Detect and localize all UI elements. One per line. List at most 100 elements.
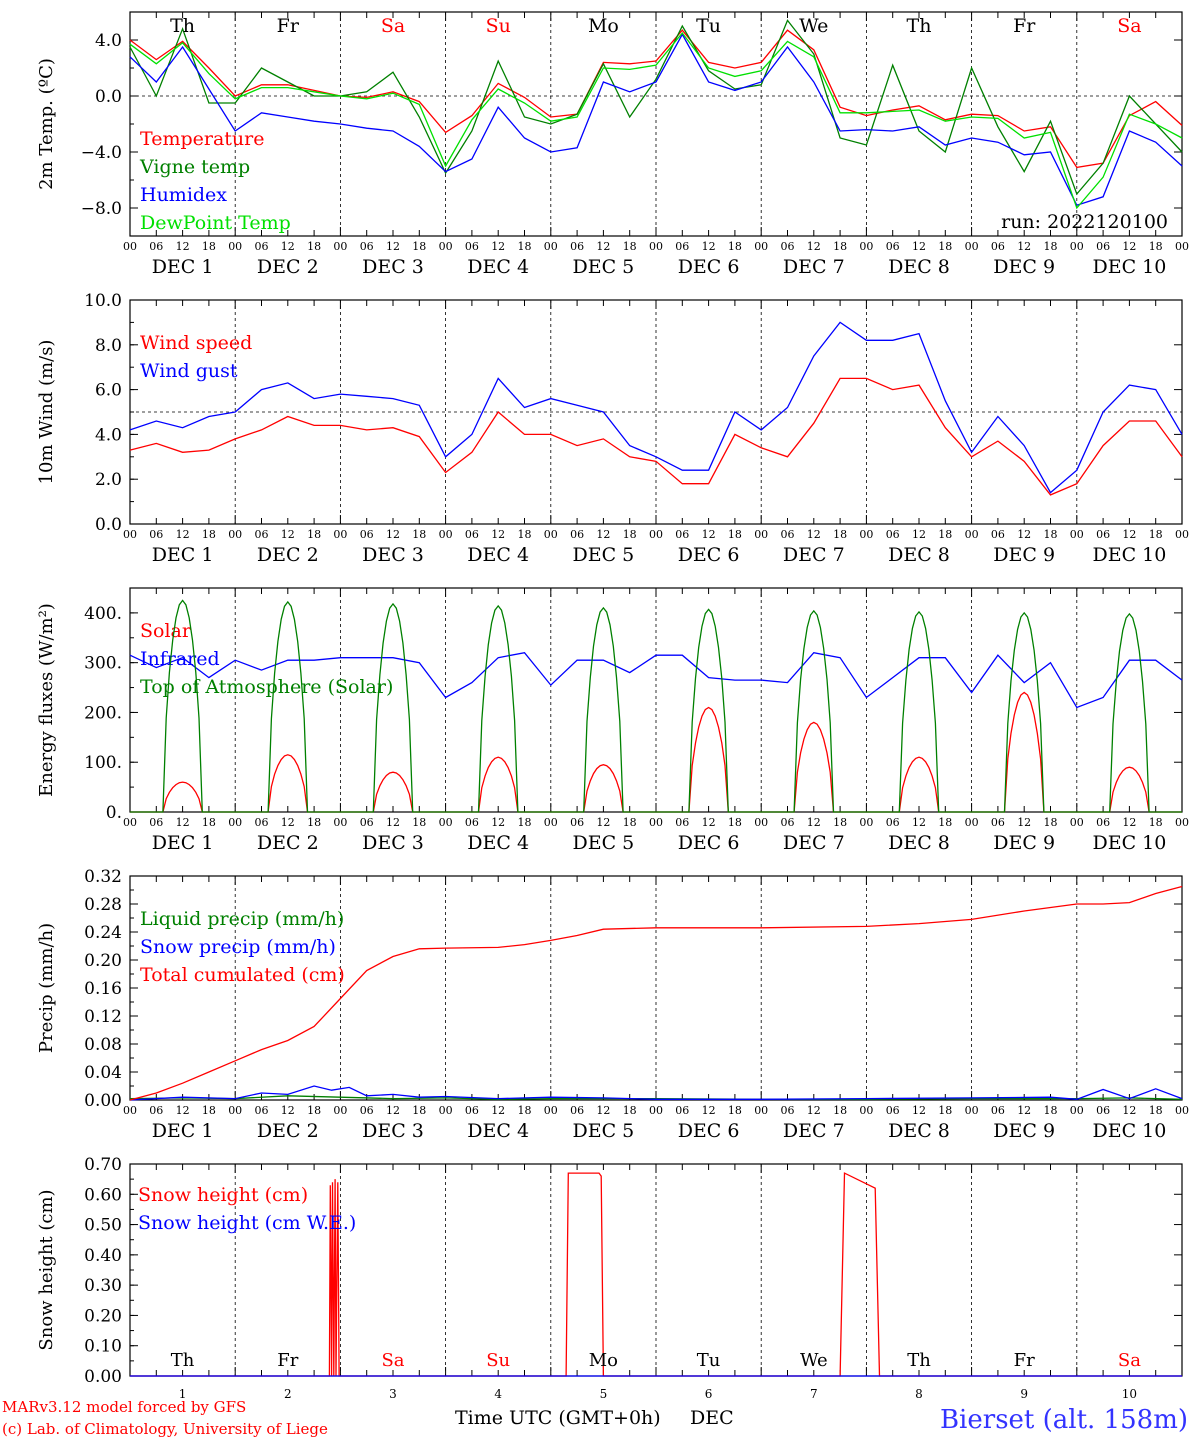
date-label: DEC 2 xyxy=(257,544,319,566)
hour-tick-label: 00 xyxy=(333,816,347,829)
hour-tick-label: 18 xyxy=(1149,816,1163,829)
date-label: DEC 4 xyxy=(467,256,529,278)
hour-tick-label: 18 xyxy=(202,240,216,253)
legend-entry: Snow height (cm W.E.) xyxy=(138,1212,356,1234)
hour-tick-label: 18 xyxy=(518,528,532,541)
date-label: DEC 6 xyxy=(678,1120,740,1142)
panel-temp: 4.0 0.0 −4.0 −8.0 2m Temp. (ºC) Temperature Vi… xyxy=(36,11,1189,278)
hour-tick-label: 18 xyxy=(307,240,321,253)
hour-tick-label: 12 xyxy=(912,528,926,541)
hour-tick-label: 18 xyxy=(307,528,321,541)
y-tick-label: 0. xyxy=(106,803,122,823)
hour-tick-label: 06 xyxy=(255,816,269,829)
hour-tick-label: 12 xyxy=(1017,816,1031,829)
y-tick-label: 0.16 xyxy=(84,979,122,999)
weekday-label: Th xyxy=(907,15,932,37)
hour-tick-label: 18 xyxy=(623,528,637,541)
hour-tick-label: 00 xyxy=(1175,528,1189,541)
weekday-label: Sa xyxy=(381,1350,404,1371)
hour-tick-label: 12 xyxy=(702,528,716,541)
weekday-label: Fr xyxy=(1013,15,1036,37)
hour-tick-label: 00 xyxy=(859,528,873,541)
hour-tick-label: 12 xyxy=(386,816,400,829)
hour-tick-label: 12 xyxy=(176,1104,190,1117)
hour-tick-label: 00 xyxy=(333,1104,347,1117)
hour-tick-label: 12 xyxy=(491,1104,505,1117)
time-axis-month: DEC xyxy=(690,1407,734,1429)
hour-tick-label: 18 xyxy=(833,816,847,829)
y-axis-label: Precip (mm/h) xyxy=(36,923,57,1053)
series-temp-3 xyxy=(129,31,1183,210)
weekday-label: Tu xyxy=(697,1350,721,1371)
y-tick-label: 10.0 xyxy=(84,291,122,311)
y-tick-label: 0.20 xyxy=(84,951,122,971)
hour-tick-label: 18 xyxy=(1044,1104,1058,1117)
date-label: DEC 2 xyxy=(257,256,319,278)
series-temp-0 xyxy=(129,29,1183,169)
hour-tick-label: 12 xyxy=(491,528,505,541)
date-label: DEC 9 xyxy=(993,832,1055,854)
hour-tick-label: 06 xyxy=(781,816,795,829)
hour-tick-label: 06 xyxy=(1096,1104,1110,1117)
legend-entry: DewPoint Temp xyxy=(140,212,291,234)
hour-tick-label: 18 xyxy=(518,1104,532,1117)
hour-tick-label: 06 xyxy=(570,1104,584,1117)
legend-entry: Top of Atmosphere (Solar) xyxy=(140,676,393,698)
series-precip-2 xyxy=(129,885,1183,1101)
date-label: DEC 10 xyxy=(1092,832,1166,854)
hour-tick-label: 18 xyxy=(728,240,742,253)
hour-tick-label: 00 xyxy=(544,240,558,253)
hour-tick-label: 00 xyxy=(439,1104,453,1117)
hour-tick-label: 12 xyxy=(702,1104,716,1117)
weekday-label: Mo xyxy=(588,15,619,37)
y-tick-label: 300. xyxy=(84,654,122,674)
hour-tick-label: 00 xyxy=(649,816,663,829)
legend-entry: Snow precip (mm/h) xyxy=(140,936,336,958)
date-label: 9 xyxy=(1020,1387,1028,1401)
hour-tick-label: 06 xyxy=(465,1104,479,1117)
date-label: DEC 8 xyxy=(888,832,950,854)
hour-tick-label: 06 xyxy=(1096,816,1110,829)
hour-tick-label: 00 xyxy=(965,816,979,829)
model-credit: MARv3.12 model forced by GFS xyxy=(2,1398,246,1416)
date-label: 4 xyxy=(494,1387,502,1401)
hour-tick-label: 12 xyxy=(1017,528,1031,541)
weekday-label: Su xyxy=(486,1350,510,1371)
date-label: DEC 5 xyxy=(573,1120,635,1142)
hour-tick-label: 06 xyxy=(781,1104,795,1117)
y-tick-label: −4.0 xyxy=(81,143,122,163)
hour-tick-label: 12 xyxy=(1122,528,1136,541)
hour-tick-label: 18 xyxy=(518,816,532,829)
weekday-label: Fr xyxy=(1014,1350,1035,1371)
series-energy-1 xyxy=(129,651,1183,709)
y-tick-label: 0.24 xyxy=(84,923,122,943)
hour-tick-label: 00 xyxy=(1175,816,1189,829)
hour-tick-label: 06 xyxy=(465,528,479,541)
date-label: DEC 9 xyxy=(993,1120,1055,1142)
y-tick-label: 0.20 xyxy=(84,1306,122,1326)
date-label: DEC 5 xyxy=(573,256,635,278)
y-tick-label: 4.0 xyxy=(95,425,122,445)
hour-tick-label: 06 xyxy=(886,240,900,253)
series-wind-1 xyxy=(129,321,1183,494)
plot-frame xyxy=(129,587,1183,813)
y-axis-label: Energy fluxes (W/m²) xyxy=(36,603,57,797)
y-axis-label: 10m Wind (m/s) xyxy=(36,340,57,485)
hour-tick-label: 18 xyxy=(202,528,216,541)
hour-tick-label: 12 xyxy=(596,240,610,253)
hour-tick-label: 12 xyxy=(281,528,295,541)
weekday-label: We xyxy=(799,15,828,37)
y-tick-label: 0.50 xyxy=(84,1216,122,1236)
hour-tick-label: 18 xyxy=(938,528,952,541)
date-label: DEC 2 xyxy=(257,1120,319,1142)
hour-tick-label: 06 xyxy=(149,240,163,253)
date-label: DEC 4 xyxy=(467,1120,529,1142)
time-axis-label: Time UTC (GMT+0h) xyxy=(455,1407,661,1429)
hour-tick-label: 12 xyxy=(1017,1104,1031,1117)
hour-tick-label: 00 xyxy=(1175,1104,1189,1117)
hour-tick-label: 06 xyxy=(675,1104,689,1117)
date-label: DEC 4 xyxy=(467,832,529,854)
hour-tick-label: 18 xyxy=(1044,528,1058,541)
hour-tick-label: 18 xyxy=(623,1104,637,1117)
legend-entry: Humidex xyxy=(140,184,227,206)
